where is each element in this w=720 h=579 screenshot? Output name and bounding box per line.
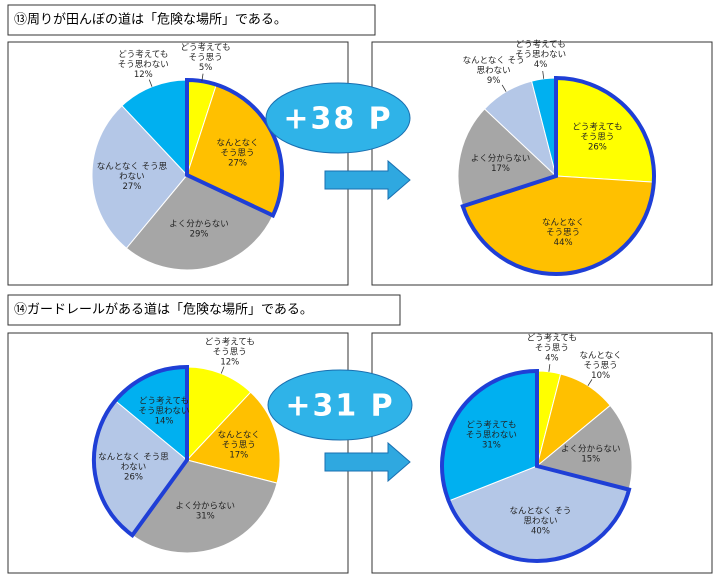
section-title: ⑬周りが田んぼの道は「危険な場所」である。 [14,13,287,28]
slice-label: どう考えても [118,50,168,60]
title-box [7,294,401,326]
slice-label: わない [119,172,145,182]
value-label: 40% [531,526,550,536]
slice-label: なんとなく そう思 [98,452,169,462]
arrow [324,441,411,483]
slice-label: そう思う [535,344,569,354]
slice-label: そう思う [213,347,247,357]
slice-label: なんとなく [218,430,260,440]
value-label: 31% [196,511,215,521]
value-label: 17% [491,164,510,174]
value-label: 26% [588,143,607,153]
slice-label: よく分からない [561,444,621,454]
value-label: 9% [487,76,501,86]
slice-label: なんとなく [542,218,584,228]
slice-label: どう考えても [516,40,566,50]
leader-line [587,379,593,387]
slice-label: 思わない [523,516,557,526]
arrow [324,159,411,201]
pie-slice [131,459,278,554]
value-label: 31% [482,441,501,451]
slice-label: なんとなく [580,351,622,361]
value-label: 12% [220,357,239,367]
value-label: 5% [199,63,213,73]
slice-label: なんとなく そう思 [97,162,168,172]
slice-label: どう考えても [466,421,516,431]
value-label: 17% [229,450,248,460]
value-label: 4% [534,60,548,70]
slice-label: そう思う [584,361,618,371]
slice-label: どう考えても [180,43,230,53]
slice-label: そう思う [189,53,223,63]
value-label: 27% [122,182,141,192]
slice-label: なんとなく [216,139,258,149]
slice-label: そう思う [222,440,256,450]
badge-text: +38 P [283,102,392,137]
slice-label: よく分からない [471,154,531,164]
value-label: 14% [155,417,174,427]
value-label: 44% [554,238,573,248]
slice-label: そう思わない [515,50,566,60]
value-label: 15% [581,454,600,464]
slice-label: そう思う [546,228,580,238]
slice-label: そう思わない [139,407,190,417]
slice-label: わない [121,462,147,472]
slice-label: そう思う [221,149,255,159]
section-title: ⑭ガードレールがある道は「危険な場所」である。 [14,303,313,318]
value-label: 29% [190,229,209,239]
slice-label: 思わない [477,66,511,76]
slice-label: そう思わない [466,431,517,441]
badge [267,369,413,441]
slice-label: なんとなく そう [509,506,571,516]
slice-label: よく分からない [176,501,236,511]
leader-line [220,366,225,374]
title-box [7,4,376,36]
slice-label: そう思わない [118,60,169,70]
badge [265,82,411,154]
slice-label: どう考えても [205,337,255,347]
value-label: 26% [124,472,143,482]
pie-slice [535,404,633,491]
badge-text: +31 P [285,389,394,424]
value-label: 10% [591,371,610,381]
leader-line [548,364,551,372]
pie-slice [186,391,281,484]
leader-line [148,79,153,87]
slice-label: どう考えても [572,123,622,133]
slice-label: よく分からない [169,219,229,229]
slice-label: どう考えても [139,397,189,407]
pie-slice [91,105,188,249]
highlight-outline [460,75,656,276]
slice-label: そう思う [580,133,614,143]
value-label: 12% [134,70,153,80]
highlight-outline [92,364,189,539]
leader-line [542,70,545,79]
leader-line [501,84,507,92]
leader-line [201,73,204,82]
slice-label: なんとなく そう [463,56,525,66]
highlight-outline [440,368,632,563]
value-label: 27% [228,159,247,169]
slice-label: どう考えても [527,334,577,344]
value-label: 4% [545,354,559,364]
